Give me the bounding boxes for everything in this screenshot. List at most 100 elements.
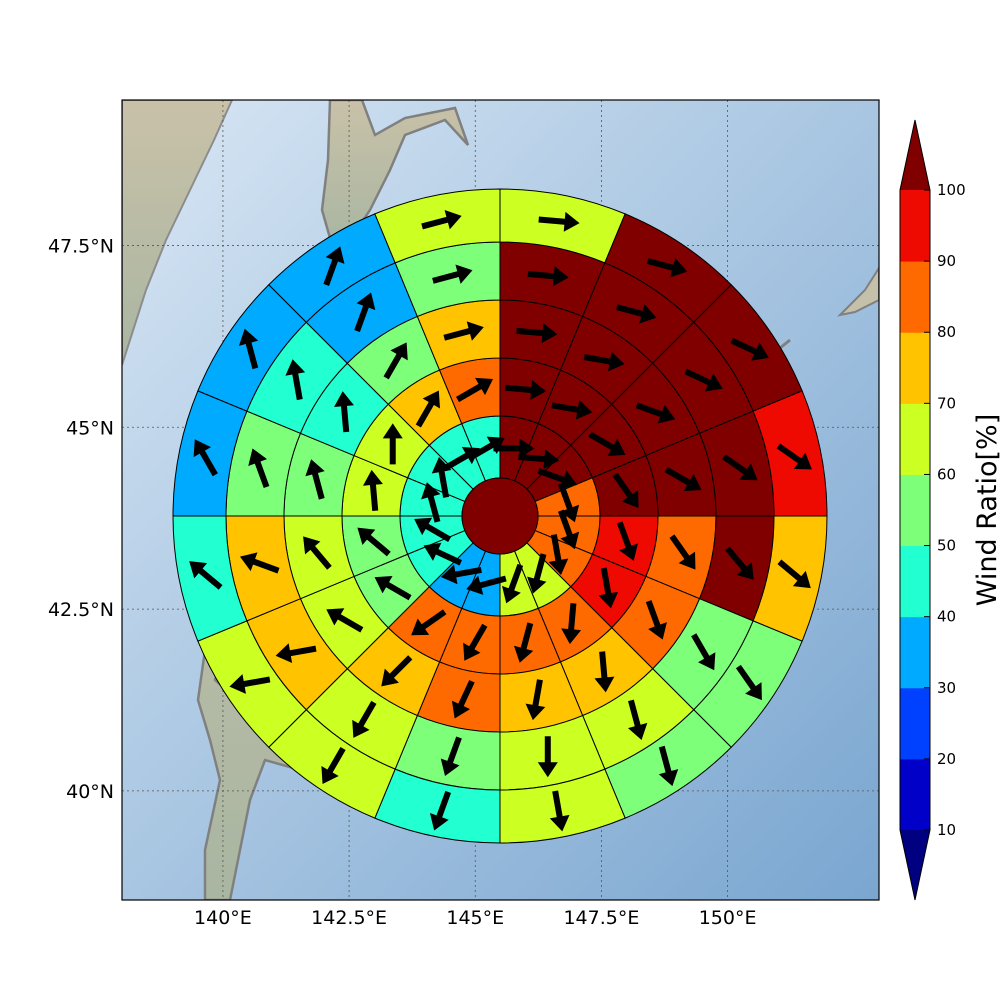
wind-arrow: [664, 466, 702, 492]
colorbar-tick-label: 100: [937, 181, 966, 199]
wind-arrow: [440, 736, 462, 777]
wind-arrow: [374, 576, 412, 601]
wind-sector: [374, 188, 501, 264]
wind-arrow: [588, 431, 626, 456]
wind-arrow: [504, 380, 547, 400]
wind-arrow: [421, 210, 462, 230]
wind-arrow: [502, 563, 524, 604]
wind-arrow: [451, 680, 475, 719]
wind-arrow: [275, 643, 317, 664]
wind-arrow: [551, 399, 593, 420]
wind-arrow: [411, 609, 447, 636]
wind-arrow: [326, 608, 364, 633]
colorbar-ticks: 10 20 30 40 50 60 70 80 90 100: [924, 181, 966, 839]
wind-arrow: [442, 446, 480, 472]
colorbar-segment: [900, 261, 930, 333]
colorbar: 10 20 30 40 50 60 70 80 90 100 Wind Ratio[%]: [899, 119, 1000, 901]
wind-arrow: [383, 342, 408, 380]
wind-arrow: [305, 459, 325, 500]
wind-arrow: [558, 509, 580, 550]
wind-arrow: [513, 622, 534, 663]
wind-arrow: [525, 679, 546, 721]
wind-arrow: [414, 517, 452, 543]
colorbar-under-extension: [900, 830, 930, 900]
wind-arrow: [612, 472, 639, 509]
wind-arrow: [193, 439, 218, 477]
wind-arrow: [415, 390, 440, 428]
colorbar-tick-label: 40: [937, 608, 956, 626]
wind-arrow: [527, 266, 569, 287]
x-tick-label: 140°E: [194, 907, 252, 929]
colorbar-segment: [900, 616, 930, 689]
colorbar-tick-label: 50: [937, 537, 956, 555]
colorbar-label: Wind Ratio[%]: [972, 414, 1000, 606]
land-asia-mainland: [122, 100, 234, 366]
center-cell: [461, 477, 539, 555]
colorbar-tick-label: 80: [937, 323, 956, 341]
colorbar-segment: [900, 758, 930, 831]
wind-arrow: [669, 534, 696, 570]
colorbar-segment: [900, 190, 930, 262]
wind-arrow: [722, 454, 758, 481]
wind-arrow: [362, 469, 383, 512]
wind-arrow: [691, 633, 716, 671]
wind-ratio-sectors: [172, 188, 828, 844]
wind-arrow: [548, 534, 569, 576]
wind-arrow: [354, 292, 376, 333]
wind-arrow: [730, 337, 769, 361]
colorbar-tick-label: 90: [937, 252, 956, 270]
wind-arrow: [527, 553, 547, 594]
wind-arrow: [381, 655, 413, 687]
wind-arrow: [357, 527, 391, 557]
wind-arrow: [776, 443, 812, 470]
colorbar-segment: [900, 545, 930, 618]
wind-arrow: [616, 521, 638, 561]
wind-arrow: [229, 674, 271, 694]
colorbar-segment: [900, 474, 930, 547]
wind-arrow: [456, 377, 494, 403]
colorbar-segment: [900, 403, 930, 475]
wind-arrow: [463, 623, 488, 661]
wind-arrow: [684, 368, 723, 392]
colorbar-tick-label: 20: [937, 750, 956, 768]
y-axis-ticks: 47.5°N 45°N 42.5°N 40°N: [48, 235, 114, 802]
wind-arrow: [352, 700, 377, 738]
land-sakhalin: [320, 100, 470, 247]
colorbar-over-extension: [900, 120, 930, 190]
land-kamchatka-tip: [836, 266, 879, 317]
wind-arrow: [248, 448, 270, 489]
wind-arrow: [443, 321, 484, 341]
map-area: [122, 100, 879, 900]
x-tick-label: 147.5°E: [563, 907, 639, 929]
wind-arrow: [518, 449, 560, 470]
colorbar-segment: [900, 687, 930, 760]
wind-arrow: [537, 468, 578, 490]
wind-arrow: [432, 264, 473, 284]
x-tick-label: 145°E: [446, 907, 504, 929]
wind-arrow: [285, 359, 306, 401]
colorbar-tick-label: 70: [937, 394, 956, 412]
wind-arrow: [645, 600, 667, 640]
wind-arrow: [189, 561, 223, 590]
wind-arrow: [583, 351, 625, 372]
colorbar-tick-label: 60: [937, 465, 956, 483]
y-tick-label: 45°N: [66, 417, 114, 439]
wind-arrow: [616, 304, 657, 324]
colorbar-tick-label: 10: [937, 821, 956, 839]
wind-arrow: [549, 790, 570, 832]
wind-arrow: [493, 438, 535, 459]
wind-arrow: [466, 575, 507, 595]
wind-arrow: [429, 790, 452, 831]
wind-arrow: [467, 436, 505, 461]
wind-arrow: [628, 699, 648, 740]
y-tick-label: 40°N: [66, 781, 114, 803]
wind-arrow: [440, 564, 482, 585]
wind-arrow: [516, 323, 558, 344]
wind-arrow: [321, 747, 346, 785]
colorbar-segments: [899, 119, 931, 901]
x-axis-ticks: 140°E 142.5°E 145°E 147.5°E 150°E: [194, 907, 756, 929]
wind-arrow: [303, 536, 332, 570]
map-frame: [121, 99, 880, 901]
wind-arrow: [538, 211, 580, 232]
